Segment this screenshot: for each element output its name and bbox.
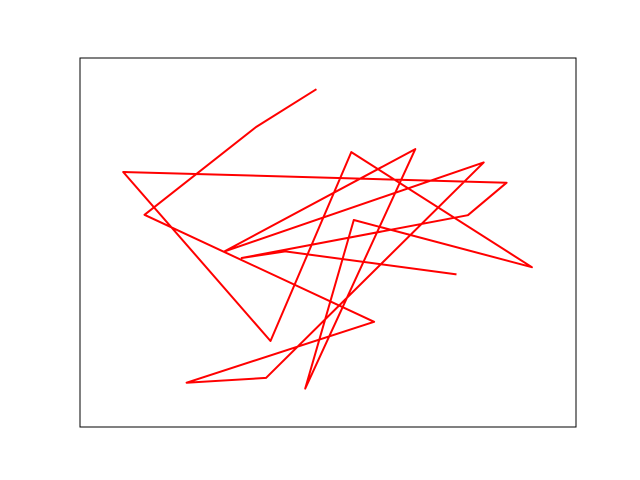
series-line-0 (122, 88, 533, 390)
series-layer (122, 88, 533, 390)
plot-area-frame (79, 57, 577, 428)
